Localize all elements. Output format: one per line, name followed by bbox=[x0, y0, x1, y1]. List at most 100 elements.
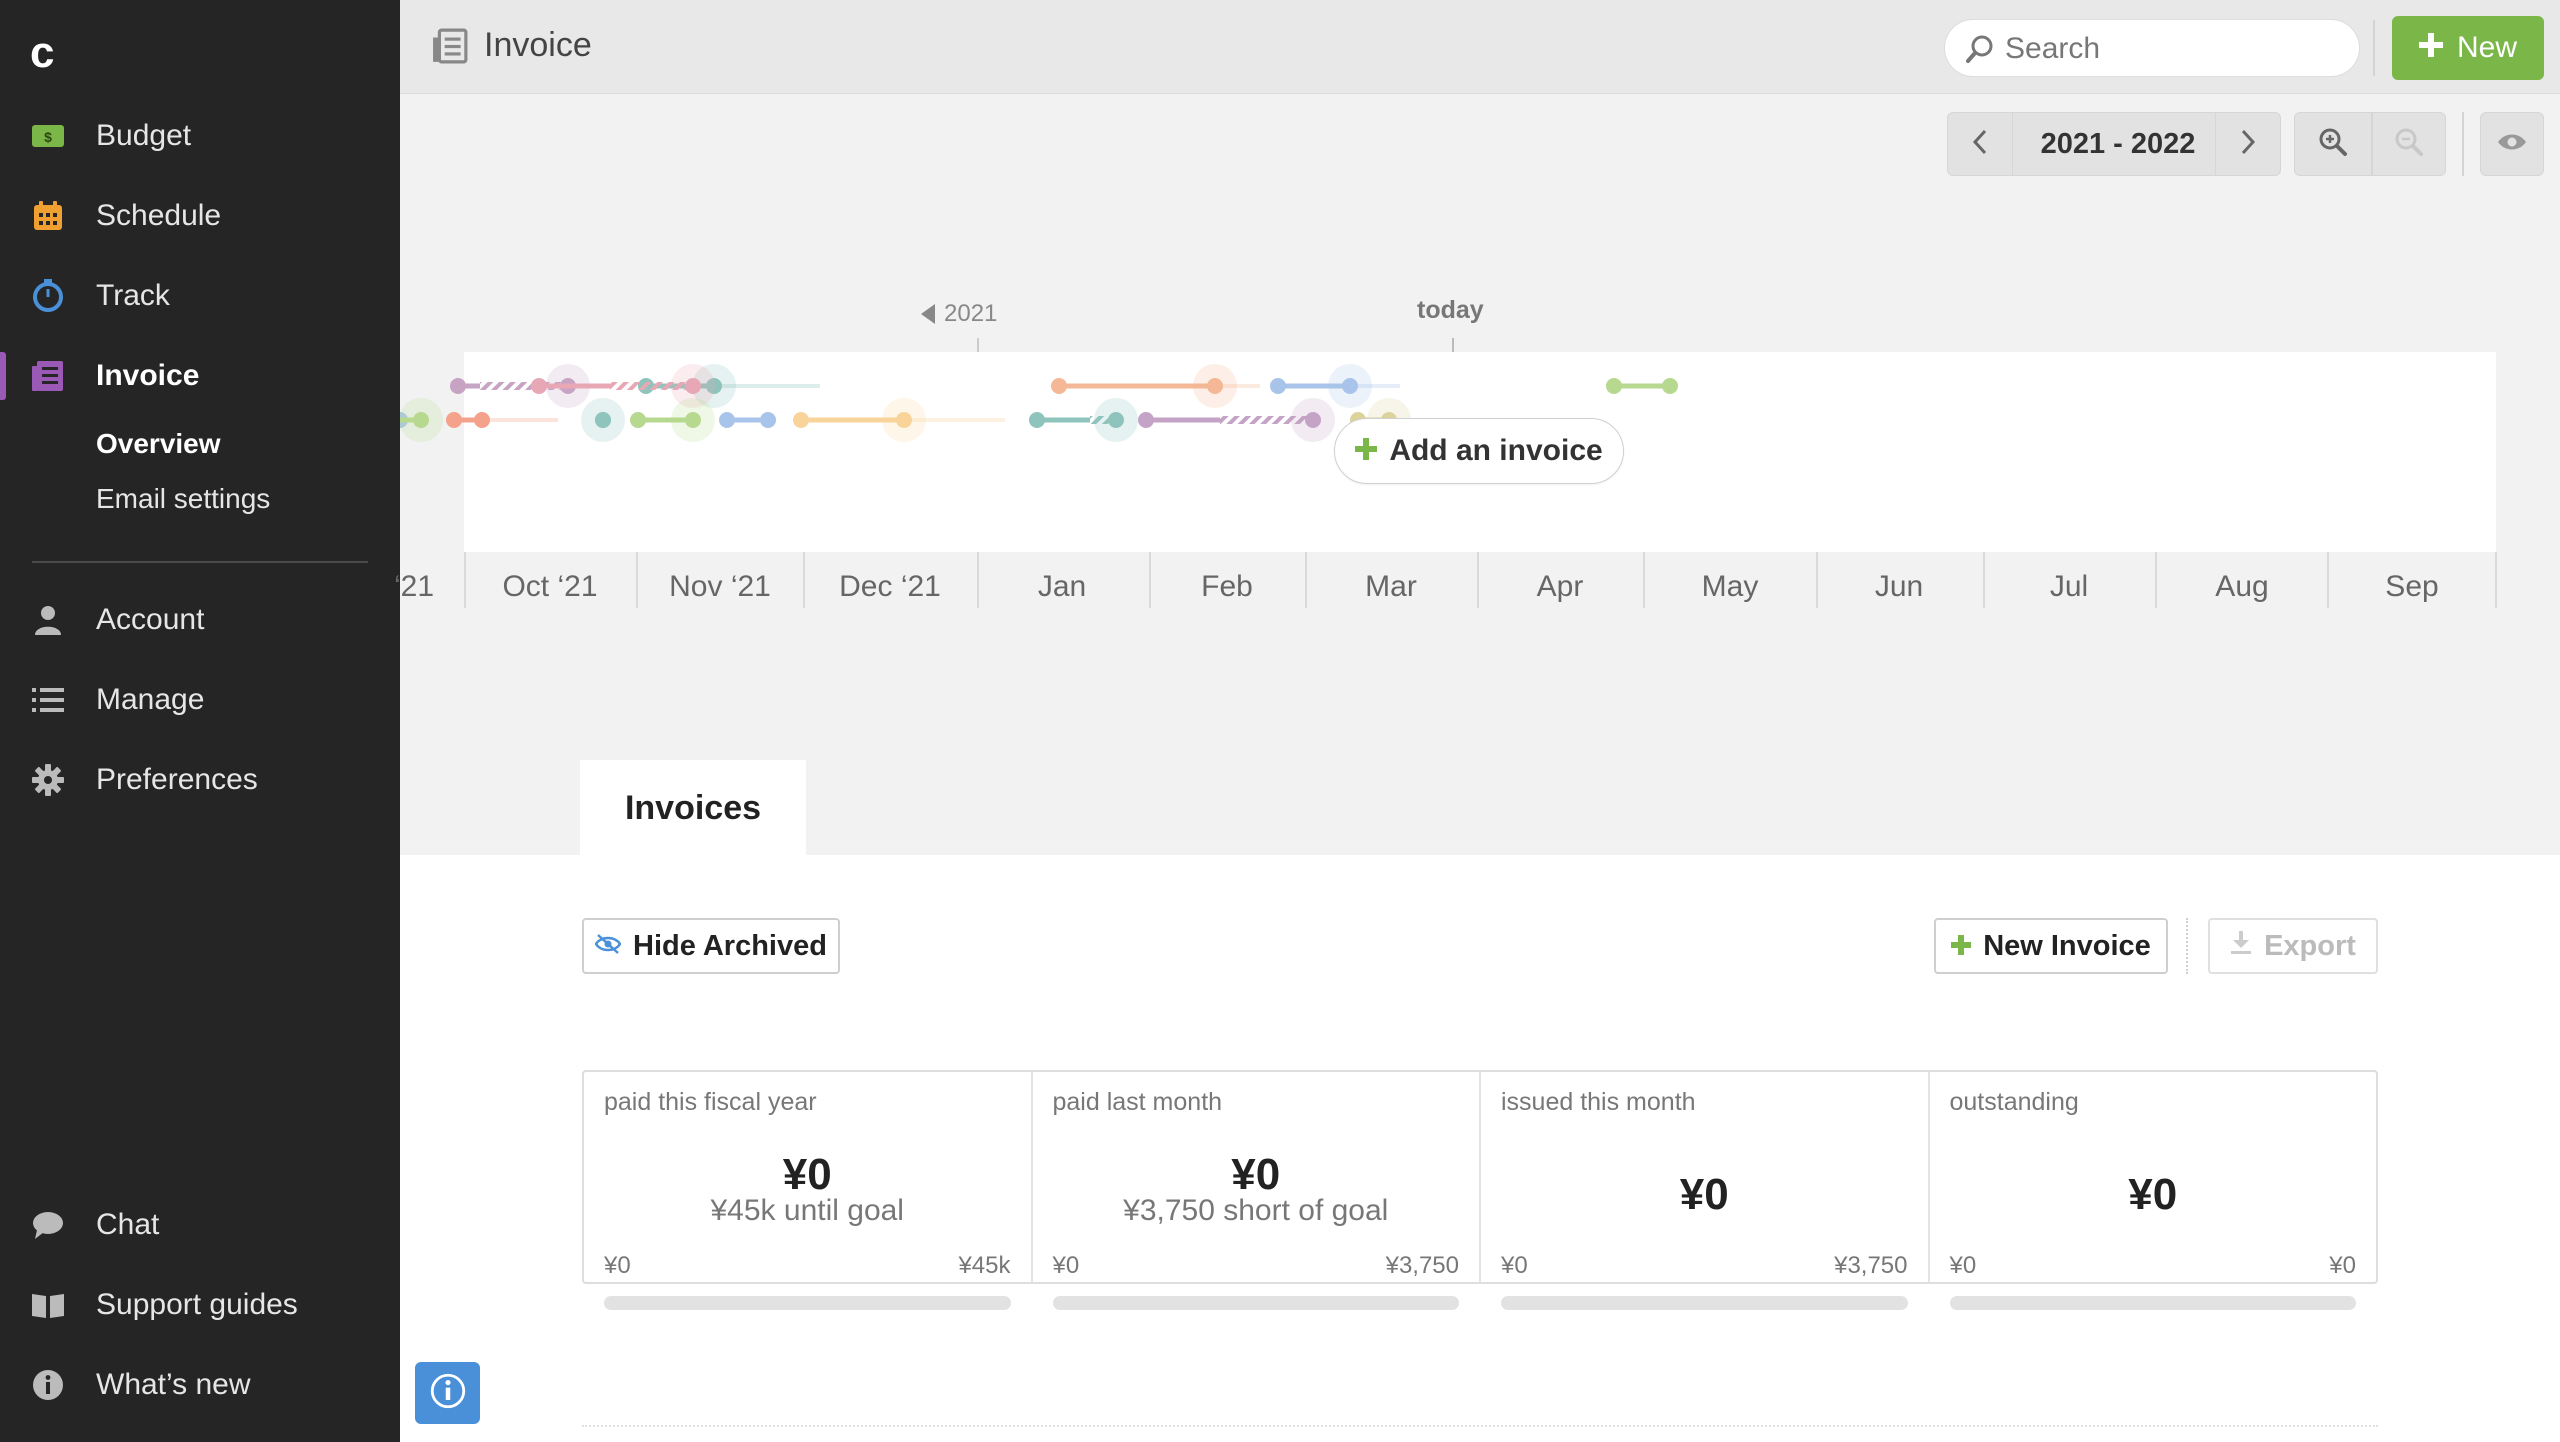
stat-label: outstanding bbox=[1949, 1088, 2079, 1116]
person-icon bbox=[30, 602, 66, 638]
timeline-invoice-strand[interactable] bbox=[446, 412, 558, 428]
sidebar-item-whats-new[interactable]: What’s new bbox=[0, 1353, 400, 1417]
new-button[interactable]: New bbox=[2392, 16, 2544, 80]
stopwatch-icon bbox=[30, 278, 66, 314]
sidebar-item-label: Track bbox=[96, 279, 170, 312]
month-label: Apr bbox=[1536, 570, 1584, 603]
stat-value: ¥0 bbox=[2128, 1170, 2178, 1219]
month-tick bbox=[2155, 552, 2157, 608]
calendar-icon bbox=[30, 198, 66, 234]
new-invoice-button[interactable]: New Invoice bbox=[1934, 918, 2168, 974]
zoom-in-button[interactable] bbox=[2294, 112, 2372, 176]
tab-invoices[interactable]: Invoices bbox=[580, 760, 806, 856]
timeline-invoice-strand[interactable] bbox=[531, 364, 715, 408]
next-year-button[interactable] bbox=[2215, 112, 2281, 176]
timeline-invoice-strand[interactable] bbox=[630, 398, 715, 442]
sidebar-item-chat[interactable]: Chat bbox=[0, 1193, 400, 1257]
previous-year-button[interactable] bbox=[1947, 112, 2013, 176]
sidebar-item-track[interactable]: Track bbox=[0, 264, 400, 328]
stat-max: ¥3,750 bbox=[1834, 1252, 1908, 1279]
book-icon bbox=[30, 1287, 66, 1323]
sidebar-item-label: Manage bbox=[96, 683, 205, 716]
stat-max: ¥0 bbox=[2329, 1252, 2356, 1279]
sidebar: c $ Budget Schedule Track Invoice Overvi… bbox=[0, 0, 400, 1442]
download-icon bbox=[2230, 930, 2252, 963]
search-input[interactable] bbox=[2005, 30, 2345, 68]
export-button[interactable]: Export bbox=[2208, 918, 2378, 974]
month-tick bbox=[1477, 552, 1479, 608]
month-label: Mar bbox=[1365, 570, 1417, 603]
add-invoice-button[interactable]: Add an invoice bbox=[1334, 418, 1624, 484]
month-label: Nov ‘21 bbox=[669, 570, 771, 603]
progress-bar bbox=[1501, 1296, 1908, 1310]
svg-text:$: $ bbox=[44, 129, 52, 145]
year-range-label: 2021 - 2022 bbox=[2013, 112, 2223, 176]
sidebar-subitem-overview[interactable]: Overview bbox=[96, 428, 221, 459]
sidebar-item-manage[interactable]: Manage bbox=[0, 668, 400, 732]
chat-icon bbox=[30, 1207, 66, 1243]
month-tick bbox=[977, 552, 979, 608]
stat-paid-last-month: paid last month ¥0 ¥3,750 short of goal … bbox=[1033, 1072, 1481, 1310]
timeline-invoice-strand[interactable] bbox=[1270, 364, 1400, 408]
timeline-invoice-strand[interactable] bbox=[1029, 398, 1138, 442]
new-invoice-label: New Invoice bbox=[1983, 929, 2151, 962]
timeline-invoice-strand[interactable] bbox=[400, 398, 443, 442]
stat-value: ¥0 bbox=[782, 1150, 832, 1199]
sidebar-item-label: Support guides bbox=[96, 1288, 298, 1321]
timeline-invoice-strand[interactable] bbox=[1051, 364, 1260, 408]
invoices-panel: Hide Archived New Invoice Export paid th… bbox=[400, 855, 2560, 1442]
sidebar-item-support-guides[interactable]: Support guides bbox=[0, 1273, 400, 1337]
plus-icon bbox=[1951, 930, 1972, 963]
timeline-invoice-strand[interactable] bbox=[793, 398, 1005, 442]
hide-archived-button[interactable]: Hide Archived bbox=[582, 918, 840, 974]
timeline-year-marker[interactable]: 2021 bbox=[920, 300, 997, 328]
stat-outstanding: outstanding ¥0 ¥0 ¥0 bbox=[1930, 1072, 2377, 1310]
sidebar-item-label: Schedule bbox=[96, 199, 222, 232]
sidebar-item-invoice[interactable]: Invoice bbox=[0, 344, 400, 408]
chevron-left-icon bbox=[1972, 129, 1988, 160]
invoice-stats: paid this fiscal year ¥0 ¥45k until goal… bbox=[582, 1070, 2378, 1310]
timeline-today-tick bbox=[1452, 338, 1454, 352]
stat-max: ¥3,750 bbox=[1385, 1252, 1459, 1279]
month-tick bbox=[636, 552, 638, 608]
timeline-invoice-strand[interactable] bbox=[1606, 378, 1678, 394]
timeline-invoice-strand[interactable] bbox=[581, 398, 625, 442]
sidebar-item-preferences[interactable]: Preferences bbox=[0, 748, 400, 812]
zoom-out-icon bbox=[2394, 127, 2424, 162]
timeline-year-tick bbox=[977, 338, 979, 352]
export-label: Export bbox=[2264, 929, 2356, 962]
stat-label: paid last month bbox=[1052, 1088, 1223, 1116]
header-divider bbox=[2373, 20, 2375, 76]
stat-min: ¥0 bbox=[1949, 1252, 1977, 1279]
timeline-invoice-strand[interactable] bbox=[719, 412, 776, 428]
month-tick bbox=[1305, 552, 1307, 608]
month-tick bbox=[1149, 552, 1151, 608]
app-logo[interactable]: c bbox=[30, 28, 55, 77]
sidebar-item-schedule[interactable]: Schedule bbox=[0, 184, 400, 248]
info-button[interactable] bbox=[415, 1362, 480, 1424]
info-icon bbox=[430, 1373, 466, 1414]
stat-label: issued this month bbox=[1501, 1088, 1696, 1116]
sidebar-subitem-email-settings[interactable]: Email settings bbox=[96, 483, 271, 514]
add-invoice-label: Add an invoice bbox=[1389, 434, 1603, 467]
sidebar-item-budget[interactable]: $ Budget bbox=[0, 104, 400, 168]
chevron-right-icon bbox=[2240, 129, 2256, 160]
progress-bar bbox=[604, 1296, 1011, 1310]
stat-min: ¥0 bbox=[1501, 1252, 1528, 1279]
stat-value: ¥0 bbox=[1679, 1170, 1729, 1219]
sidebar-divider bbox=[32, 561, 368, 563]
month-label: Jul bbox=[2049, 570, 2089, 603]
month-tick bbox=[464, 552, 466, 608]
plus-icon bbox=[1355, 434, 1378, 468]
timeline-invoice-strand[interactable] bbox=[1138, 398, 1335, 442]
visibility-toggle-button[interactable] bbox=[2480, 112, 2544, 176]
search-box bbox=[1944, 19, 2360, 77]
month-label: ‘21 bbox=[393, 570, 435, 603]
stat-issued-this-month: issued this month ¥0 ¥0 ¥3,750 bbox=[1481, 1072, 1930, 1310]
invoice-icon bbox=[30, 358, 66, 394]
progress-bar bbox=[1052, 1296, 1459, 1310]
stat-value: ¥0 bbox=[1231, 1150, 1281, 1199]
sidebar-item-account[interactable]: Account bbox=[0, 588, 400, 652]
month-label: May bbox=[1701, 570, 1759, 603]
zoom-out-button[interactable] bbox=[2372, 112, 2446, 176]
